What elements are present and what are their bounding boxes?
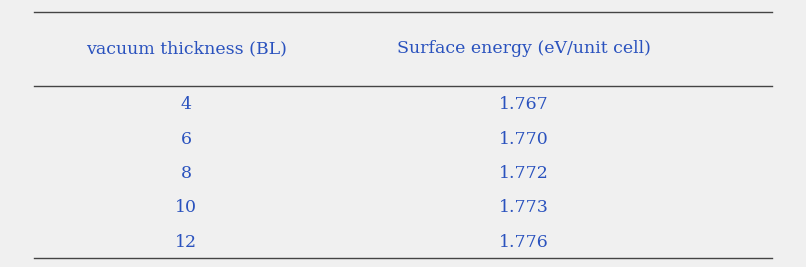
Text: vacuum thickness (BL): vacuum thickness (BL) xyxy=(85,40,287,57)
Text: 12: 12 xyxy=(175,234,197,251)
Text: 1.770: 1.770 xyxy=(499,131,548,148)
Text: 1.773: 1.773 xyxy=(499,199,548,216)
Text: 6: 6 xyxy=(181,131,192,148)
Text: Surface energy (eV/unit cell): Surface energy (eV/unit cell) xyxy=(397,40,650,57)
Text: 1.772: 1.772 xyxy=(499,165,548,182)
Text: 1.776: 1.776 xyxy=(499,234,548,251)
Text: 1.767: 1.767 xyxy=(499,96,548,113)
Text: 4: 4 xyxy=(181,96,192,113)
Text: 10: 10 xyxy=(175,199,197,216)
Text: 8: 8 xyxy=(181,165,192,182)
